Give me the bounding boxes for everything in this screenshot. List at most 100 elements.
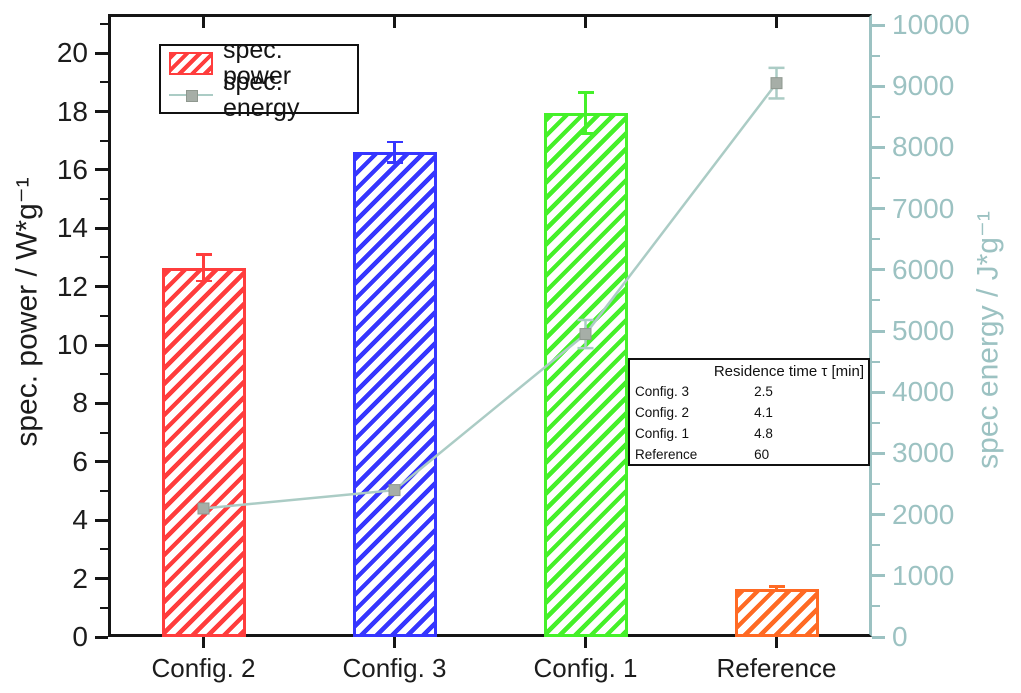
left-axis-major-tick [95,460,108,464]
right-axis-major-tick [872,207,885,211]
x-tick-label: Config. 2 [151,653,256,683]
legend-item-spec-energy: spec. energy [169,69,349,121]
right-axis-tick-label: 10000 [892,9,970,41]
x-tick-label: Reference [716,653,837,683]
table-row: Config. 3 2.5 [635,382,864,403]
right-axis-tick-label: 2000 [892,498,955,530]
legend-label-spec-energy: spec. energy [223,68,300,122]
legend: spec. power spec. energy [159,37,359,121]
row-label: Reference [635,447,698,462]
row-label: Config. 2 [635,405,690,420]
left-axis-tick-label: 0 [72,621,88,652]
row-value: 4.8 [754,426,773,441]
right-axis-major-tick [872,268,885,272]
right-axis-tick-label: 3000 [892,437,955,469]
right-axis-tick-label: 9000 [892,70,955,102]
inset-table-title: Residence time τ [min] [713,363,864,380]
left-axis-major-tick [95,635,108,639]
line-marker-swatch-icon [169,84,213,107]
bar-config-3 [352,152,437,637]
row-value: 2.5 [754,384,773,399]
left-axis-tick-label: 4 [72,504,88,536]
left-axis-tick-label: 20 [56,37,88,69]
left-axis-minor-tick [100,139,108,142]
left-axis-major-tick [95,518,108,522]
x-axis-tick [775,637,778,648]
x-tick-label: Config. 3 [342,653,447,683]
left-axis-major-tick [95,226,108,230]
left-axis-minor-tick [100,81,108,84]
bar-config-1 [543,112,628,637]
hatched-bar-swatch-icon [169,51,213,75]
right-axis-major-tick [872,574,885,578]
right-axis-tick-label: 1000 [892,559,955,591]
right-axis-major-tick [872,329,885,333]
power-error-cap-top [768,585,785,588]
left-axis-tick-label: 14 [56,212,88,244]
left-axis-tick-label: 2 [72,562,88,594]
top-axis-tick [584,17,587,28]
top-axis-tick [202,17,205,28]
right-axis-major-tick [872,390,885,394]
power-error-cap-top [386,140,403,144]
power-error-bar [393,142,396,163]
left-axis-tick-label: 16 [56,153,88,185]
left-axis-tick-label: 6 [72,445,88,477]
right-axis-tick-label: 8000 [892,131,955,163]
left-axis-minor-tick [100,606,108,609]
bar-config-2 [161,267,246,637]
right-axis-minor-tick [872,54,880,57]
left-axis-major-tick [95,401,108,405]
legend-label-spec-power: spec. power [223,36,292,90]
power-error-cap-top [195,253,212,256]
left-axis-minor-tick [100,22,108,25]
left-axis-minor-tick [100,373,108,376]
right-axis-minor-tick [872,605,880,608]
left-axis-minor-tick [100,256,108,259]
left-axis-major-tick [95,343,108,347]
power-error-cap-bottom [195,279,212,283]
left-axis-minor-tick [100,548,108,551]
table-row: Reference 60 [635,445,864,466]
left-axis-tick-label: 8 [72,387,88,419]
left-axis-major-tick [95,285,108,289]
right-axis-major-tick [872,84,885,88]
right-axis-minor-tick [872,483,880,485]
power-error-bar [584,92,587,134]
right-axis-tick-label: 0 [892,621,908,652]
x-axis-tick [202,637,205,648]
right-axis-minor-tick [872,299,880,302]
row-value: 60 [754,447,770,462]
top-axis-tick [775,17,778,28]
x-axis-tick [393,637,396,648]
power-error-bar [775,586,778,592]
right-axis-major-tick [872,23,885,27]
right-axis-tick-label: 7000 [892,192,955,224]
left-axis-minor-tick [100,198,108,201]
power-error-cap-bottom [386,161,403,164]
left-axis-tick-label: 12 [56,270,88,302]
right-axis-tick-label: 4000 [892,376,955,408]
left-axis-tick-label: 18 [56,95,88,127]
right-axis-tick-label: 6000 [892,253,955,285]
right-axis-minor-tick [872,115,880,118]
row-label: Config. 1 [635,426,690,441]
table-row: Config. 2 4.1 [635,403,864,424]
right-axis-tick-label: 5000 [892,315,955,346]
left-axis-minor-tick [100,314,108,317]
plot-area [108,14,872,637]
right-axis-minor-tick [872,177,880,179]
table-row: Config. 1 4.8 [635,424,864,445]
right-axis-minor-tick [872,421,880,424]
power-error-cap-bottom [577,132,594,135]
right-axis-minor-tick [872,544,880,547]
x-axis-tick [584,637,587,648]
x-tick-label: Config. 1 [533,653,638,683]
left-axis-tick-label: 10 [56,329,88,361]
power-error-cap-top [577,91,594,94]
bar-reference [734,588,819,637]
legend-item-spec-power: spec. power [169,37,349,89]
